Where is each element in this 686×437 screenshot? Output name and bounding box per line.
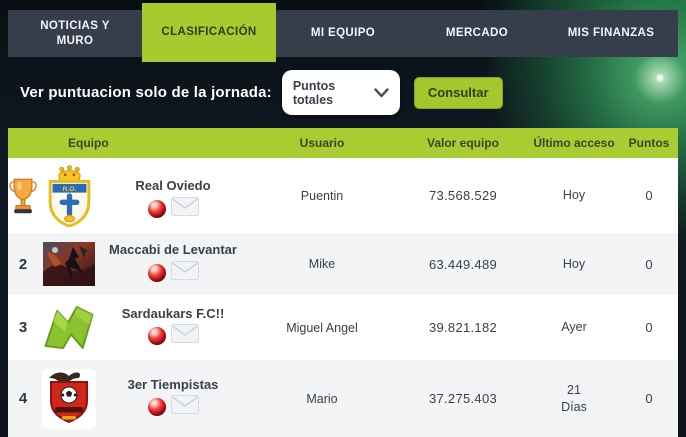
team-value: 37.275.403 xyxy=(428,391,498,406)
team-icons xyxy=(147,324,199,348)
user-name: Mike xyxy=(308,257,336,271)
team-cell: 3er Tiempistas xyxy=(100,376,246,420)
user-name: Miguel Angel xyxy=(286,320,358,335)
nav-tab-label: MI EQUIPO xyxy=(310,27,376,40)
team-name: 3er Tiempistas xyxy=(127,376,219,392)
team-icons xyxy=(147,196,199,221)
rank-cell: 2 xyxy=(8,256,38,273)
column-header-ultimo-acceso: Último acceso xyxy=(533,136,615,150)
team-name: Real Oviedo xyxy=(135,178,211,194)
team-name: Maccabi de Levantar xyxy=(109,242,237,258)
nav-tab[interactable]: MI EQUIPO xyxy=(276,10,410,57)
rank-number: 3 xyxy=(18,319,28,336)
filter-bar: Ver puntuacion solo de la jornada: Punto… xyxy=(8,57,678,128)
column-header-usuario: Usuario xyxy=(299,136,345,150)
team-icons xyxy=(147,395,199,419)
last-access: Hoy xyxy=(562,188,586,203)
table-body: R.O. Real Oviedo Puentin 73.568.529 Hoy … xyxy=(8,158,678,437)
sardaukars-zigzag xyxy=(44,305,94,350)
team-value: 63.449.489 xyxy=(428,256,498,272)
user-name: Puentin xyxy=(300,188,344,203)
points-value: 0 xyxy=(645,320,653,335)
top-nav: NOTICIAS Y MURO CLASIFICACIÓN MI EQUIPO MER… xyxy=(8,3,678,62)
column-header-equipo: Equipo xyxy=(68,136,109,150)
points-dropdown[interactable]: Puntos totales xyxy=(281,70,400,115)
rank-cell: 4 xyxy=(8,390,38,407)
mail-icon[interactable] xyxy=(170,395,199,419)
column-header-puntos: Puntos xyxy=(628,136,670,150)
trophy-icon xyxy=(9,178,37,213)
nav-tab-label: MIS FINANZAS xyxy=(567,27,655,40)
nav-tab[interactable]: MIS FINANZAS xyxy=(544,10,678,57)
points-value: 0 xyxy=(645,188,653,203)
standings-table: Equipo Usuario Valor equipo Último acces… xyxy=(8,128,678,437)
mail-icon[interactable] xyxy=(170,196,199,221)
team-cell: Sardaukars F.C!! xyxy=(100,305,246,349)
nav-tab[interactable]: NOTICIAS Y MURO xyxy=(8,10,142,57)
ball-icon xyxy=(147,398,166,417)
points-value: 0 xyxy=(645,256,653,272)
mail-icon[interactable] xyxy=(170,260,199,285)
points-value: 0 xyxy=(645,391,653,406)
column-header-valor-equipo: Valor equipo xyxy=(426,136,499,150)
nav-tab[interactable]: CLASIFICACIÓN xyxy=(142,3,276,62)
rank-cell xyxy=(8,176,38,216)
last-access: 21 Días xyxy=(561,383,587,414)
nav-tab-label: CLASIFICACIÓN xyxy=(161,26,257,39)
table-row[interactable]: 4 3er Tiempistas Mario 37.275.403 21 Día… xyxy=(8,360,678,437)
nav-tab[interactable]: MERCADO xyxy=(410,10,544,57)
maccabi-art xyxy=(43,242,95,286)
chevron-down-icon xyxy=(374,87,389,97)
filter-label: Ver puntuacion solo de la jornada: xyxy=(20,84,272,101)
team-cell: Real Oviedo xyxy=(100,170,246,221)
team-cell: Maccabi de Levantar xyxy=(100,242,246,285)
real-oviedo-crest: R.O. xyxy=(48,164,90,227)
team-name: Sardaukars F.C!! xyxy=(121,305,225,321)
team-icons xyxy=(147,260,199,285)
user-name: Mario xyxy=(306,391,338,406)
team-logo-cell xyxy=(38,368,100,429)
team-logo-cell xyxy=(38,305,100,350)
rank-cell: 3 xyxy=(8,319,38,336)
nav-tab-label: NOTICIAS Y MURO xyxy=(40,20,110,47)
last-access: Ayer xyxy=(561,320,587,335)
mail-icon[interactable] xyxy=(170,324,199,348)
nav-tab-label: MERCADO xyxy=(445,27,509,40)
ball-icon xyxy=(147,263,166,282)
table-row[interactable]: 3 Sardaukars F.C!! Miguel Angel 39.821.1… xyxy=(8,295,678,360)
last-access: Hoy xyxy=(562,256,586,271)
svg-text:R.O.: R.O. xyxy=(62,185,76,192)
team-value: 73.568.529 xyxy=(428,188,498,203)
team-value: 39.821.182 xyxy=(428,320,498,335)
ball-icon xyxy=(147,199,166,218)
consultar-button[interactable]: Consultar xyxy=(413,76,503,109)
tiempistas-crest xyxy=(42,368,96,429)
table-row[interactable]: 2 Maccabi de Levantar Mike 63.449.489 Ho… xyxy=(8,233,678,295)
rank-number: 2 xyxy=(18,255,28,273)
rank-number: 4 xyxy=(18,390,28,407)
team-logo-cell xyxy=(38,242,100,286)
team-logo-cell: R.O. xyxy=(38,164,100,227)
ball-icon xyxy=(147,327,166,346)
dropdown-selected-value: Puntos totales xyxy=(292,78,336,107)
table-row[interactable]: R.O. Real Oviedo Puentin 73.568.529 Hoy … xyxy=(8,158,678,233)
table-header-row: Equipo Usuario Valor equipo Último acces… xyxy=(8,128,678,158)
